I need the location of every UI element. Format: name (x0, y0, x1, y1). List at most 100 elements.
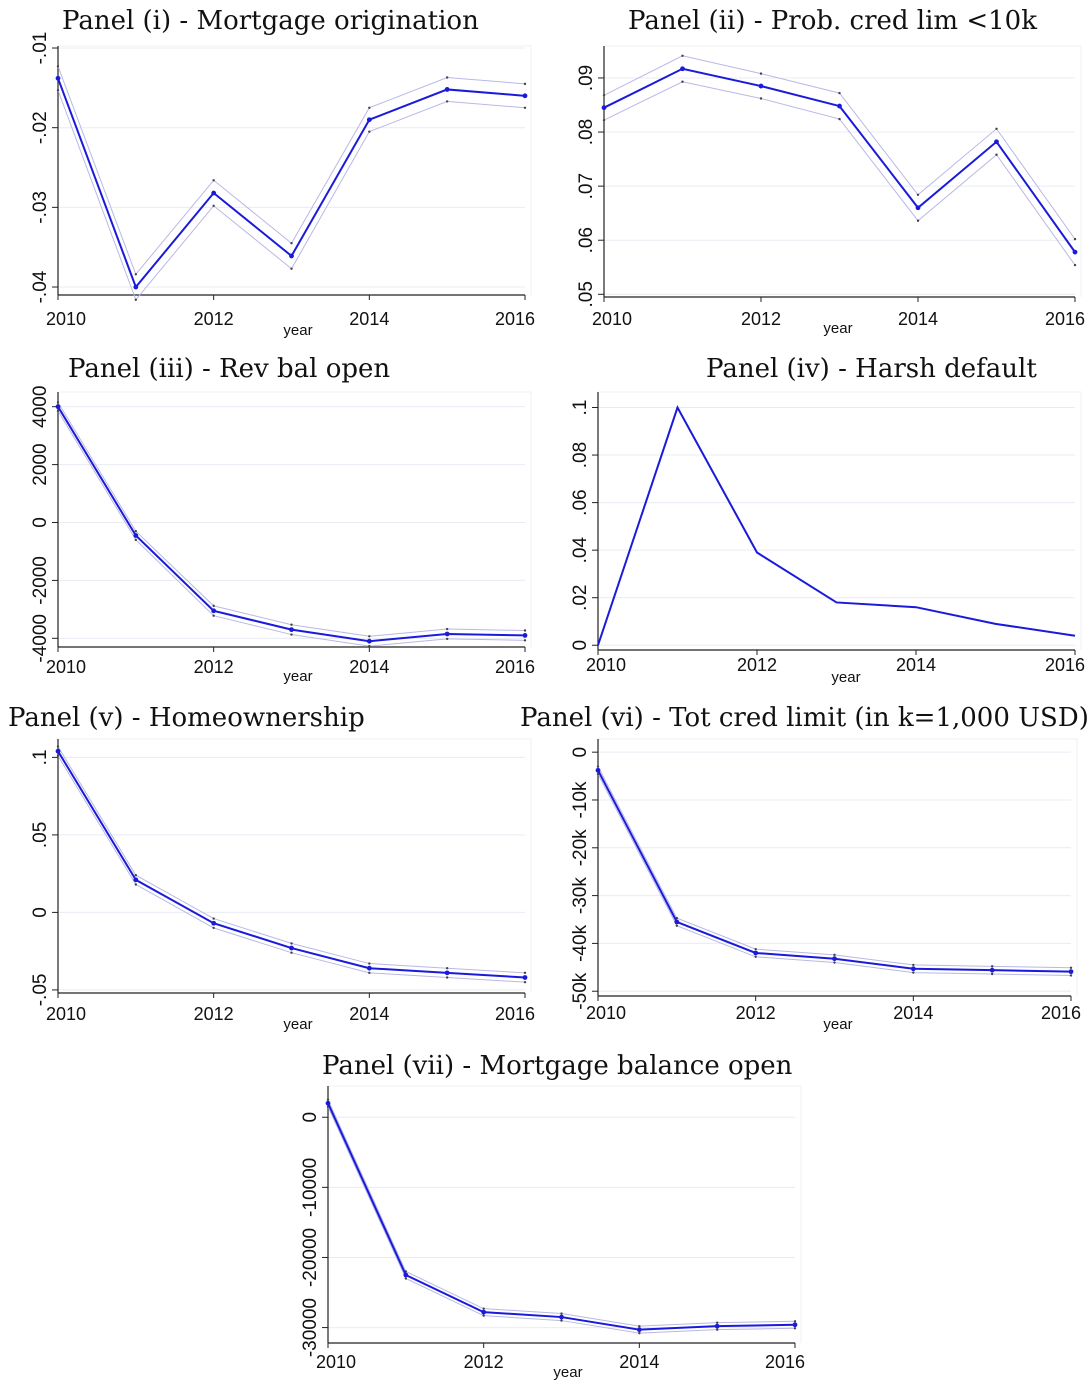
x-tick-label: 2012 (737, 655, 777, 675)
ci-point (212, 926, 215, 930)
ci-point (681, 80, 684, 83)
y-tick-label: .06 (576, 227, 597, 253)
data-point (559, 1314, 564, 1320)
y-tick-label: .06 (570, 489, 591, 515)
x-tick-label: 2014 (898, 309, 938, 329)
ci-point (482, 1307, 485, 1310)
y-tick-label: .08 (576, 119, 597, 145)
data-point (444, 631, 450, 637)
data-point (211, 920, 217, 926)
ci-point (134, 529, 138, 533)
x-axis-title: year (823, 320, 852, 337)
ci-point (326, 1098, 330, 1101)
ci-point (368, 635, 371, 638)
y-tick-label: -2000 (30, 556, 51, 605)
ci-point (56, 409, 60, 413)
data-point (636, 1327, 642, 1333)
y-tick-label: -10k (570, 781, 591, 818)
ci-point (838, 117, 841, 121)
ci-point (56, 754, 60, 758)
y-tick-label: -10000 (300, 1158, 321, 1217)
ci-point (290, 623, 293, 626)
ci-point (1069, 966, 1073, 969)
ci-point (833, 953, 836, 957)
ci-point (445, 627, 449, 631)
y-tick-label: .05 (576, 281, 597, 307)
ci-point (523, 971, 527, 975)
y-tick-label: .05 (30, 822, 51, 848)
y-tick-label: 0 (30, 907, 51, 918)
plot-frame (58, 45, 532, 295)
ci-point (793, 1320, 797, 1323)
ci-point (990, 965, 994, 968)
data-point (289, 945, 294, 951)
x-tick-label: 2016 (1045, 309, 1085, 329)
y-tick-label: -40k (570, 924, 591, 961)
data-point (753, 950, 759, 956)
ci-point (290, 951, 293, 954)
y-tick-label: 0 (300, 1112, 321, 1123)
ci-point (638, 1331, 641, 1335)
ci-point (1069, 974, 1073, 977)
x-tick-label: 2014 (893, 1003, 933, 1023)
x-tick-label: 2010 (316, 1352, 356, 1372)
data-point (366, 965, 372, 971)
ci-point (368, 106, 371, 109)
data-point (366, 638, 372, 644)
ci-point (212, 179, 215, 182)
x-axis-title: year (553, 1364, 582, 1380)
x-tick-label: 2010 (46, 657, 86, 677)
data-point (55, 748, 61, 754)
ci-point (56, 89, 60, 92)
y-tick-label: -.04 (30, 270, 51, 303)
ci-point (368, 644, 371, 648)
y-tick-label: -.02 (30, 111, 51, 144)
y-tick-label: -20000 (300, 1228, 321, 1287)
y-tick-label: -.05 (30, 974, 51, 1007)
x-tick-label: 2016 (1045, 655, 1085, 675)
data-point (832, 956, 837, 962)
x-tick-label: 2010 (592, 309, 632, 329)
ci-point (833, 961, 836, 964)
plot-frame (58, 391, 532, 647)
ci-line (327, 1106, 796, 1334)
data-point (55, 404, 61, 410)
ci-point (445, 967, 449, 970)
ci-point (715, 1321, 719, 1324)
panel-title-2: Panel (ii) - Prob. cred lim <10k (628, 6, 1037, 36)
y-tick-label: .09 (576, 65, 597, 91)
x-axis-title: year (283, 1016, 312, 1033)
data-point (289, 627, 294, 633)
data-point (133, 284, 139, 290)
ci-point (995, 153, 998, 156)
ci-point (638, 1324, 641, 1328)
ci-point (134, 273, 138, 276)
data-point (366, 117, 372, 123)
x-tick-label: 2016 (495, 1004, 535, 1024)
ci-point (134, 298, 138, 301)
panel-title-4: Panel (iv) - Harsh default (706, 354, 1037, 384)
y-tick-label: .1 (30, 749, 51, 765)
y-tick-label: 0 (570, 747, 591, 758)
x-axis-title: year (823, 1016, 852, 1033)
x-tick-label: 2012 (194, 1004, 234, 1024)
data-point (325, 1100, 331, 1106)
ci-point (523, 639, 527, 642)
ci-point (290, 242, 293, 245)
y-tick-label: -20k (570, 829, 591, 866)
data-point (289, 253, 294, 259)
ci-point (212, 604, 215, 608)
ci-point (675, 924, 679, 927)
ci-point (912, 971, 915, 974)
ci-point (995, 127, 998, 130)
ci-point (523, 980, 527, 984)
ci-point (368, 971, 371, 975)
data-point (994, 139, 999, 145)
data-point (680, 66, 685, 72)
ci-point (759, 72, 763, 75)
data-point (211, 608, 217, 614)
ci-point (290, 267, 293, 270)
